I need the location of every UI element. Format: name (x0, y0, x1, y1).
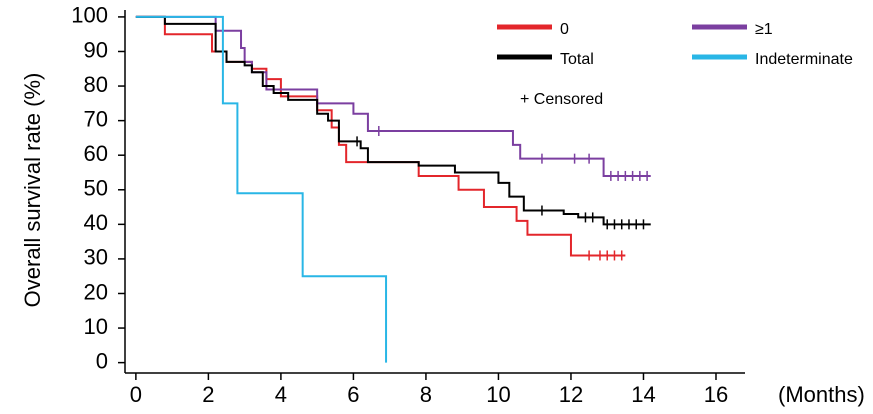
x-tick-label: 4 (275, 382, 287, 407)
y-tick-label: 70 (84, 106, 108, 131)
survival-curve (135, 15, 626, 257)
x-tick-label: 6 (347, 382, 359, 407)
y-tick-label: 0 (96, 348, 108, 373)
y-tick-label: 80 (84, 72, 108, 97)
y-axis-label: Overall survival rate (%) (20, 73, 45, 308)
legend-label: Indeterminate (755, 51, 853, 68)
legend-label: 0 (560, 21, 569, 38)
legend-label: ≥1 (755, 21, 773, 38)
x-axis-label: (Months) (778, 382, 865, 407)
x-tick-label: 8 (420, 382, 432, 407)
x-tick-label: 0 (130, 382, 142, 407)
x-tick-label: 12 (559, 382, 583, 407)
x-tick-label: 16 (704, 382, 728, 407)
y-tick-label: 90 (84, 37, 108, 62)
y-tick-label: 10 (84, 314, 108, 339)
x-tick-label: 10 (486, 382, 510, 407)
survival-curve (135, 15, 388, 363)
y-tick-label: 40 (84, 210, 108, 235)
legend-label: Total (560, 51, 594, 68)
survival-curve (135, 15, 651, 226)
y-tick-label: 30 (84, 245, 108, 270)
x-tick-label: 2 (202, 382, 214, 407)
y-tick-label: 20 (84, 279, 108, 304)
survival-curve (135, 15, 651, 177)
y-tick-label: 100 (71, 3, 108, 28)
y-tick-label: 60 (84, 141, 108, 166)
x-tick-label: 14 (631, 382, 655, 407)
censored-legend: + Censored (520, 91, 603, 108)
y-tick-label: 50 (84, 176, 108, 201)
